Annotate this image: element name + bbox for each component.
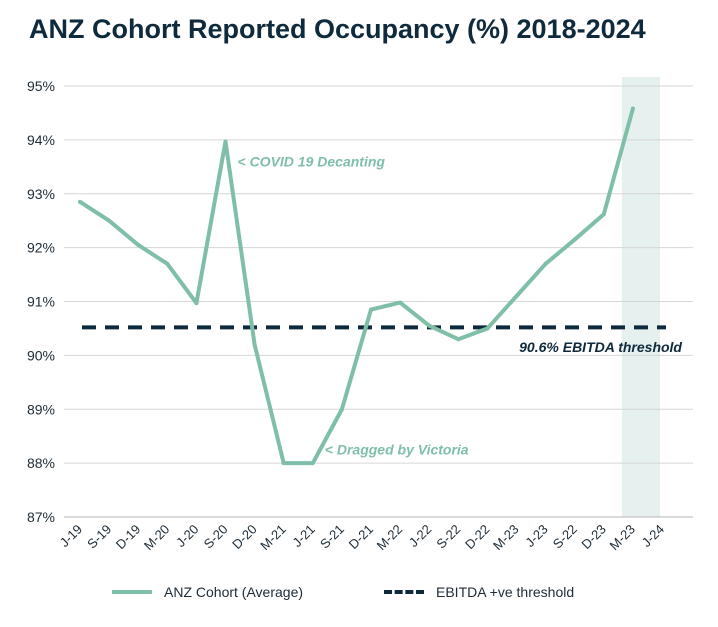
x-tick-label: S-21 [317,522,347,552]
data-point [136,242,141,247]
series-points [78,106,635,466]
data-point [485,326,490,331]
x-tick-label: S-22 [550,522,580,552]
y-tick-label: 92% [27,240,55,256]
y-tick-label: 89% [27,401,55,417]
x-tick-label: D-23 [578,522,609,553]
chart-title: ANZ Cohort Reported Occupancy (%) 2018-2… [29,14,646,44]
data-point [543,261,548,266]
x-tick-label: J-21 [289,522,317,550]
y-axis-ticks: 87% 88% 89% 90% 91% 92% 93% 94% 95% [27,78,55,525]
x-tick-label: M-22 [374,522,406,554]
x-tick-label: D-20 [229,522,260,553]
legend-swatch-dashed [384,590,424,594]
y-tick-label: 94% [27,132,55,148]
x-tick-label: D-21 [346,522,377,553]
x-tick-label: M-23 [606,522,638,554]
data-point [194,301,199,306]
x-tick-label: J-20 [173,522,201,550]
legend-item-threshold: EBITDA +ve threshold [384,584,574,600]
gridlines [64,85,693,518]
x-tick-label: J-23 [522,522,550,550]
x-tick-label: M-21 [257,522,289,554]
x-tick-label: S-20 [201,522,231,552]
data-point [572,237,577,242]
x-tick-label: J-22 [406,522,434,550]
data-point [107,218,112,223]
y-tick-label: 95% [27,78,55,94]
x-tick-label: M-23 [490,522,522,554]
legend-swatch-solid [112,590,152,594]
data-point [223,139,228,144]
x-tick-label: J-19 [57,522,85,550]
annotation-dragged-by-victoria: < Dragged by Victoria [325,442,469,458]
x-tick-label: D-19 [113,522,144,553]
x-tick-label: S-19 [84,522,114,552]
x-tick-label: J-24 [639,522,667,550]
data-point [252,342,257,347]
data-point [456,337,461,342]
x-tick-label: S-22 [433,522,463,552]
legend: ANZ Cohort (Average) EBITDA +ve threshol… [0,584,718,608]
y-tick-label: 88% [27,455,55,471]
data-point [601,212,606,217]
legend-item-anz-cohort: ANZ Cohort (Average) [112,584,303,600]
data-point [369,307,373,312]
y-tick-label: 90% [27,347,55,363]
y-tick-label: 87% [27,509,55,525]
data-point [427,323,432,328]
x-axis-ticks: J-19 S-19D-19M-20 J-20 S-20D-20M-21 J-21 S-21… [57,522,667,554]
x-tick-label: D-22 [462,522,493,553]
data-point [339,407,344,412]
y-tick-label: 91% [27,294,55,310]
legend-label-threshold: EBITDA +ve threshold [436,584,575,600]
series-line-anz-cohort [78,106,635,466]
data-point [310,461,315,466]
threshold-label: 90.6% EBITDA threshold [519,339,682,355]
annotation-covid-decanting: < COVID 19 Decanting [238,153,386,169]
data-point [281,461,286,466]
highlight-band [621,77,660,517]
data-point [78,199,82,204]
x-tick-label: M-20 [141,522,173,554]
legend-label-anz-cohort: ANZ Cohort (Average) [164,584,304,600]
data-point [398,300,403,305]
data-point [630,106,635,111]
data-point [165,261,170,266]
y-tick-label: 93% [27,186,55,202]
data-point [514,294,519,299]
